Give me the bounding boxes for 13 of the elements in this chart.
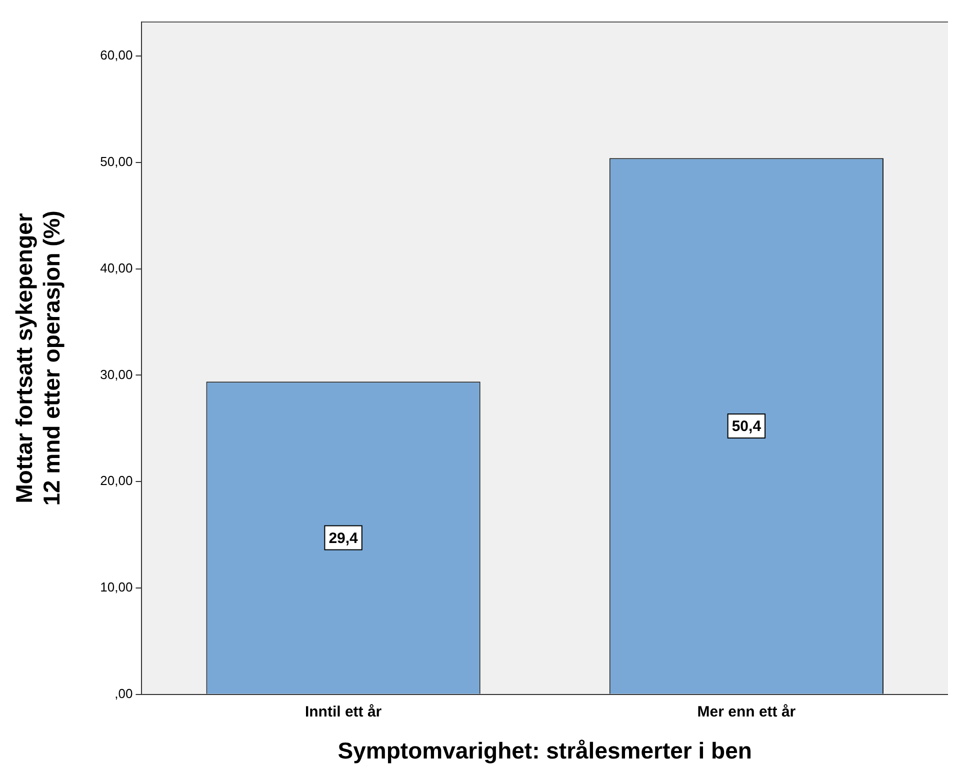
y-axis-title: Mottar fortsatt sykepenger 12 mnd etter operasjon (%) [11, 210, 65, 506]
y-tick-label: ,00 [114, 686, 133, 701]
x-tick-label: Inntil ett år [304, 704, 382, 721]
x-axis-title: Symptomvarighet: strålesmerter i ben [338, 738, 752, 764]
x-tick-label: Mer enn ett år [697, 704, 796, 721]
y-tick-label: 50,00 [100, 154, 133, 170]
data-label: 29,4 [328, 530, 359, 547]
y-tick-label: 30,00 [100, 366, 133, 382]
data-label: 50,4 [732, 418, 762, 436]
y-tick-label: 40,00 [100, 260, 133, 276]
y-tick-label: 10,00 [100, 580, 133, 595]
y-tick-label: 20,00 [100, 473, 133, 488]
y-tick-label: 60,00 [100, 48, 133, 63]
